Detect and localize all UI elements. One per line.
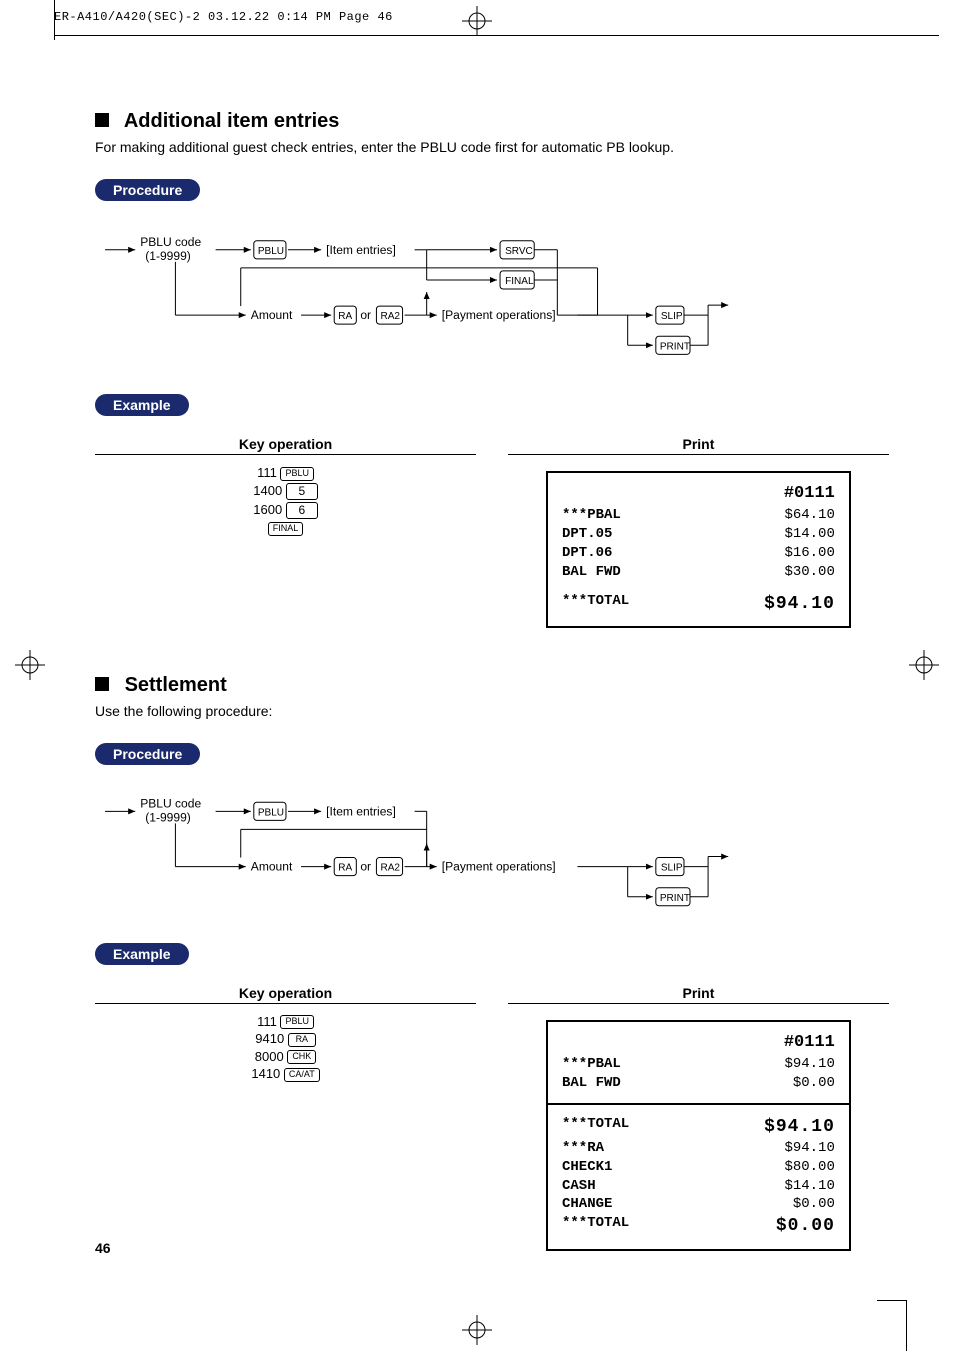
svg-text:PBLU code: PBLU code bbox=[140, 235, 201, 249]
svg-text:SLIP: SLIP bbox=[661, 862, 683, 873]
key-operation-col: Key operation 111 PBLU 9410 RA 8000 CHK … bbox=[95, 985, 476, 1257]
section-title-settlement: Settlement bbox=[95, 674, 889, 697]
keycap: CA/AT bbox=[284, 1068, 320, 1082]
svg-text:[Item entries]: [Item entries] bbox=[326, 243, 396, 257]
svg-text:or: or bbox=[360, 859, 371, 873]
example-row: Key operation 111 PBLU 9410 RA 8000 CHK … bbox=[95, 985, 889, 1257]
bullet-square-icon bbox=[95, 677, 109, 691]
svg-text:PBLU: PBLU bbox=[258, 807, 284, 818]
registration-mark-icon bbox=[462, 6, 492, 36]
svg-text:or: or bbox=[360, 308, 371, 322]
svg-text:RA: RA bbox=[338, 862, 352, 873]
page-number: 46 bbox=[95, 1240, 111, 1256]
col-header: Print bbox=[508, 985, 889, 1004]
procedure-diagram: PBLU code (1-9999) PBLU [Item entries] A… bbox=[95, 779, 889, 914]
key-operation-col: Key operation 111 PBLU 1400 5 1600 6 FIN… bbox=[95, 436, 476, 634]
keycap: CHK bbox=[287, 1050, 316, 1064]
section-desc: Use the following procedure: bbox=[95, 703, 889, 719]
keycap: PBLU bbox=[280, 1015, 314, 1029]
procedure-badge: Procedure bbox=[95, 179, 200, 201]
registration-mark-icon bbox=[15, 650, 45, 680]
crop-mark bbox=[54, 35, 939, 36]
svg-text:(1-9999): (1-9999) bbox=[145, 249, 191, 263]
svg-text:[Payment operations]: [Payment operations] bbox=[442, 308, 556, 322]
svg-text:Amount: Amount bbox=[251, 308, 293, 322]
crop-mark bbox=[877, 1300, 907, 1301]
svg-text:RA2: RA2 bbox=[380, 862, 400, 873]
key-operations: 111 PBLU 9410 RA 8000 CHK 1410 CA/AT bbox=[95, 1014, 476, 1082]
content-area: Additional item entries For making addit… bbox=[95, 110, 889, 1257]
section-title-text: Settlement bbox=[125, 674, 227, 696]
svg-text:RA2: RA2 bbox=[380, 311, 400, 322]
crop-mark bbox=[906, 1301, 907, 1351]
bullet-square-icon bbox=[95, 113, 109, 127]
keycap: 5 bbox=[286, 483, 318, 500]
svg-text:FINAL: FINAL bbox=[505, 276, 534, 287]
col-header: Key operation bbox=[95, 436, 476, 455]
key-operations: 111 PBLU 1400 5 1600 6 FINAL bbox=[95, 465, 476, 536]
svg-text:SRVC: SRVC bbox=[505, 246, 533, 257]
registration-mark-icon bbox=[462, 1315, 492, 1345]
example-badge: Example bbox=[95, 394, 189, 416]
registration-mark-icon bbox=[909, 650, 939, 680]
print-col: Print #0111 ***PBAL$94.10 BAL FWD$0.00 *… bbox=[508, 985, 889, 1257]
svg-text:PBLU code: PBLU code bbox=[140, 796, 201, 810]
svg-text:Amount: Amount bbox=[251, 859, 293, 873]
svg-text:[Payment operations]: [Payment operations] bbox=[442, 859, 556, 873]
col-header: Key operation bbox=[95, 985, 476, 1004]
keycap: RA bbox=[288, 1033, 316, 1047]
keycap: PBLU bbox=[280, 467, 314, 481]
svg-text:PRINT: PRINT bbox=[660, 341, 690, 352]
receipt: #0111 ***PBAL$94.10 BAL FWD$0.00 ***TOTA… bbox=[546, 1014, 851, 1257]
svg-text:SLIP: SLIP bbox=[661, 311, 683, 322]
svg-text:PRINT: PRINT bbox=[660, 893, 690, 904]
receipt: #0111 ***PBAL$64.10 DPT.05$14.00 DPT.06$… bbox=[546, 465, 851, 634]
page: ER-A410/A420(SEC)-2 03.12.22 0:14 PM Pag… bbox=[0, 0, 954, 1351]
section-title-text: Additional item entries bbox=[124, 110, 340, 132]
procedure-badge: Procedure bbox=[95, 743, 200, 765]
svg-text:PBLU: PBLU bbox=[258, 246, 284, 257]
svg-text:RA: RA bbox=[338, 311, 352, 322]
print-header: ER-A410/A420(SEC)-2 03.12.22 0:14 PM Pag… bbox=[54, 10, 393, 24]
print-col: Print #0111 ***PBAL$64.10 DPT.05$14.00 D… bbox=[508, 436, 889, 634]
section-desc: For making additional guest check entrie… bbox=[95, 139, 889, 155]
col-header: Print bbox=[508, 436, 889, 455]
keycap: 6 bbox=[286, 502, 318, 519]
svg-text:[Item entries]: [Item entries] bbox=[326, 804, 396, 818]
procedure-diagram: PBLU code (1-9999) PBLU [Item entries] S… bbox=[95, 215, 889, 365]
example-badge: Example bbox=[95, 943, 189, 965]
svg-text:(1-9999): (1-9999) bbox=[145, 810, 191, 824]
keycap: FINAL bbox=[268, 522, 304, 536]
example-row: Key operation 111 PBLU 1400 5 1600 6 FIN… bbox=[95, 436, 889, 634]
section-title-additional: Additional item entries bbox=[95, 110, 889, 133]
